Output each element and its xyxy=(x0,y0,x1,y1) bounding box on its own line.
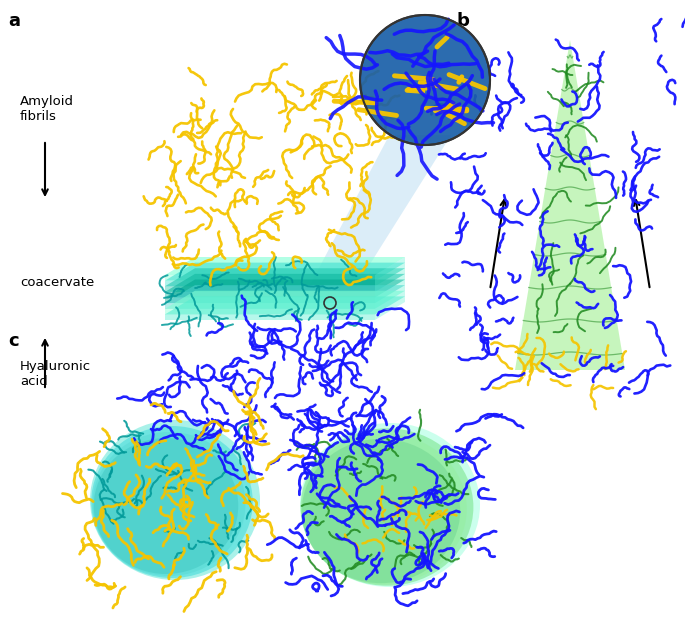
Polygon shape xyxy=(515,40,625,370)
Polygon shape xyxy=(165,274,405,292)
Polygon shape xyxy=(165,257,405,275)
Ellipse shape xyxy=(300,423,480,587)
Polygon shape xyxy=(165,292,375,297)
Polygon shape xyxy=(165,309,375,314)
Polygon shape xyxy=(165,279,405,297)
Polygon shape xyxy=(165,296,405,314)
Polygon shape xyxy=(375,257,405,320)
Polygon shape xyxy=(165,275,375,281)
Text: Amyloid
fibrils: Amyloid fibrils xyxy=(20,95,74,123)
Text: a: a xyxy=(8,12,20,30)
Text: coacervate: coacervate xyxy=(20,276,95,289)
Polygon shape xyxy=(165,314,375,320)
Ellipse shape xyxy=(92,432,245,576)
Polygon shape xyxy=(165,281,375,286)
Ellipse shape xyxy=(90,420,260,580)
Ellipse shape xyxy=(302,439,460,583)
Polygon shape xyxy=(165,268,405,286)
Polygon shape xyxy=(165,263,405,281)
Polygon shape xyxy=(310,135,451,285)
Ellipse shape xyxy=(91,426,253,578)
Text: c: c xyxy=(8,332,18,350)
Polygon shape xyxy=(165,297,375,303)
Circle shape xyxy=(360,15,490,145)
Text: b: b xyxy=(457,12,470,30)
Polygon shape xyxy=(165,303,375,309)
Polygon shape xyxy=(165,286,375,292)
Polygon shape xyxy=(165,291,405,309)
Ellipse shape xyxy=(94,438,238,574)
Polygon shape xyxy=(165,285,405,303)
Ellipse shape xyxy=(301,428,473,586)
Ellipse shape xyxy=(301,433,466,584)
Text: Hyaluronic
acid: Hyaluronic acid xyxy=(20,360,91,388)
